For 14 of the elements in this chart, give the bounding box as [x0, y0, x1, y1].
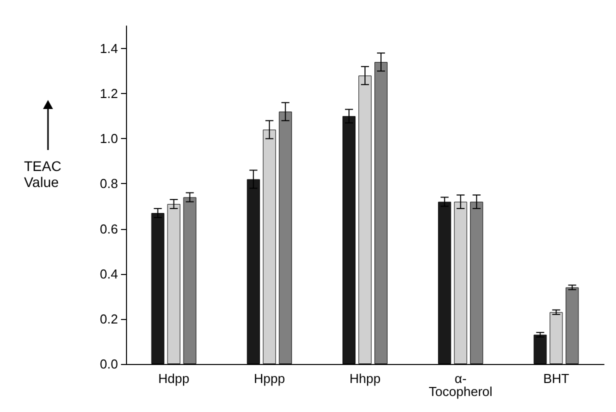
y-tick-label: 0.8: [100, 176, 118, 192]
x-tick-label: Hppp: [254, 371, 285, 386]
x-tick-label: BHT: [543, 371, 570, 386]
y-tick-label: 0.2: [100, 311, 118, 326]
y-axis-title: TEAC Value: [24, 158, 66, 190]
x-tick-label: Hhpp: [349, 371, 381, 386]
y-tick-label: 1.4: [100, 41, 118, 56]
y-tick-label: 1.2: [100, 86, 118, 102]
y-tick-label: 1.0: [100, 131, 118, 146]
x-tick-label: α- Tocopherol: [428, 371, 493, 399]
y-tick-label: 0.6: [100, 221, 118, 236]
y-tick-label: 0.0: [100, 356, 118, 372]
y-tick-label: 0.4: [100, 266, 118, 282]
x-tick-label: Hdpp: [158, 371, 190, 386]
